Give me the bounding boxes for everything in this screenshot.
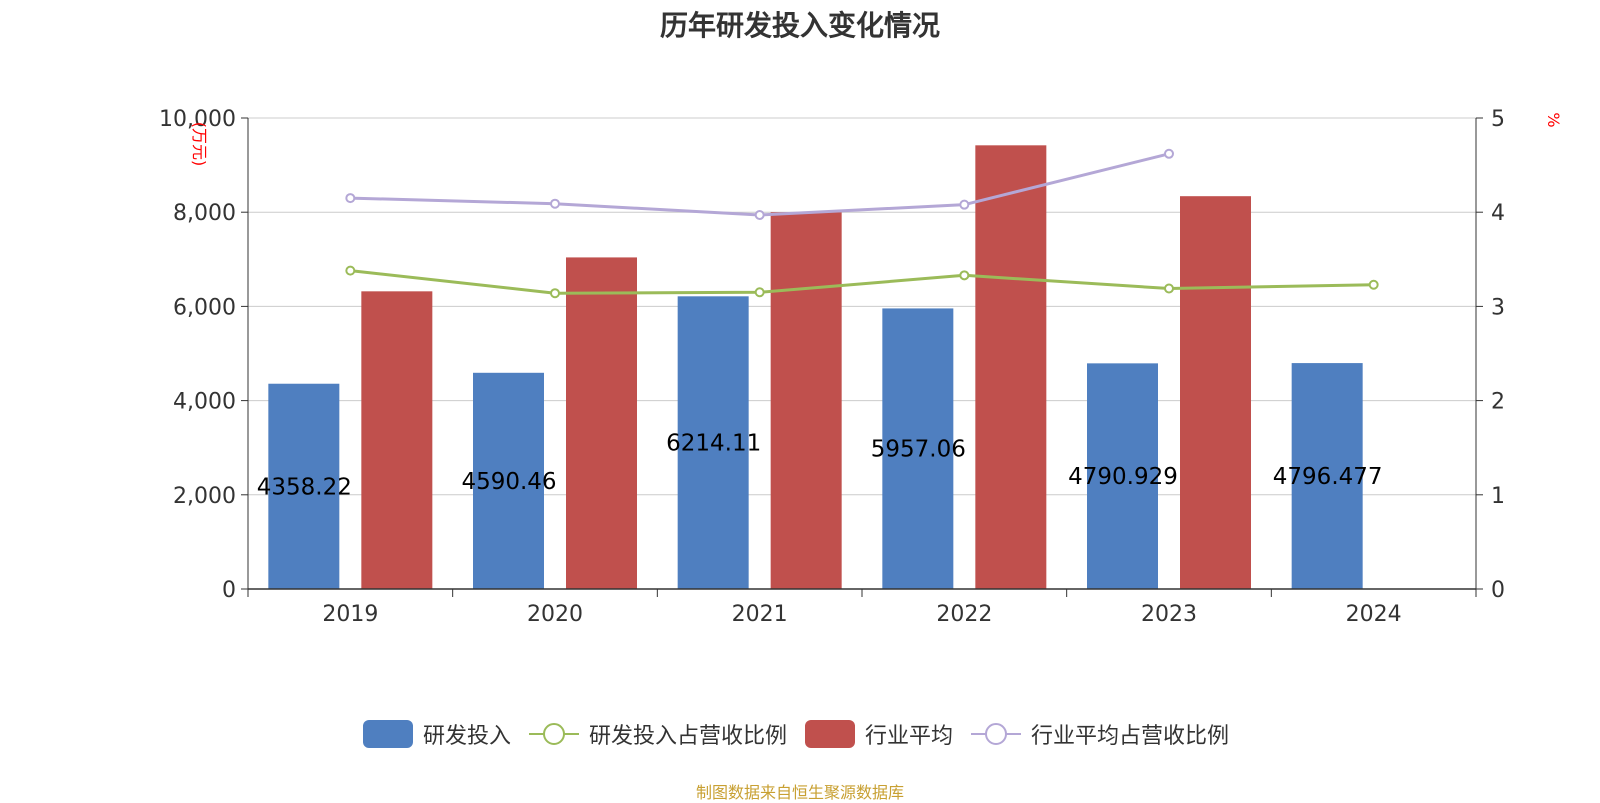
data-label-rd-2024: 4796.477 [1273, 464, 1383, 490]
point-rd-ratio-2024 [1368, 279, 1379, 290]
bar-industry-2022 [975, 145, 1047, 589]
grid-lines [248, 117, 1476, 496]
source-note: 制图数据来自恒生聚源数据库 [695, 783, 904, 802]
legend-label-industry: 行业平均 [865, 724, 954, 749]
point-industry-ratio-2021 [754, 210, 765, 221]
y-right-tick-label: 1 [1491, 484, 1505, 509]
y-left-tick-label: 6,000 [173, 295, 236, 320]
y-right-tick-label: 2 [1491, 390, 1505, 415]
point-industry-ratio-2022 [959, 199, 970, 210]
y-left-tick-label: 10,000 [159, 107, 236, 132]
x-tick-label: 2020 [527, 602, 583, 627]
chart-title: 历年研发投入变化情况 [659, 9, 940, 42]
data-label-rd-2023: 4790.929 [1068, 464, 1178, 490]
legend-swatch-rd [362, 720, 413, 748]
point-industry-ratio-2019 [345, 193, 356, 204]
point-rd-ratio-2020 [550, 288, 560, 299]
line-rd-ratio [350, 269, 1374, 295]
point-rd-ratio-2019 [345, 265, 356, 276]
data-label-rd-2019: 4358.22 [257, 474, 352, 500]
bar-rd-2022 [882, 308, 954, 589]
bar-rd-2021 [677, 296, 749, 589]
legend: 研发投入 研发投入占营收比例 行业平均 行业平均占营收比例 [0, 718, 1600, 750]
point-industry-ratio-2020 [550, 198, 560, 209]
bar-rd-2023 [1087, 363, 1158, 589]
bar-industry-2021 [770, 212, 842, 589]
point-rd-ratio-2022 [959, 270, 970, 281]
legend-swatch-industry-ratio [971, 720, 1022, 748]
legend-label-rd-ratio: 研发投入占营收比例 [588, 724, 787, 749]
bar-rd-2024 [1291, 363, 1363, 589]
data-label-rd-2021: 6214.11 [666, 431, 761, 457]
data-label-rd-2022: 5957.06 [871, 437, 966, 463]
bar-industry-2023 [1180, 196, 1251, 589]
point-industry-ratio-2023 [1164, 148, 1174, 159]
bar-series [268, 145, 1363, 589]
legend-label-rd: 研发投入 [422, 724, 511, 749]
y-left-tick-label: 4,000 [173, 390, 236, 415]
x-tick-label: 2022 [936, 602, 992, 627]
legend-item-rd[interactable]: 研发投入 [362, 718, 511, 750]
y-right-axis-label: % [1544, 112, 1563, 127]
data-labels: 4358.22 4590.46 6214.11 5957.06 4790.929 4796… [257, 431, 1383, 501]
y-left-tick-label: 2,000 [173, 484, 236, 509]
y-right-tick-label: 5 [1491, 107, 1505, 132]
y-left-tick-label: 8,000 [173, 201, 236, 226]
y-right-tick-label: 0 [1491, 578, 1505, 603]
x-tick-label: 2019 [322, 602, 378, 627]
y-left-tick-label: 0 [222, 578, 236, 603]
x-tick-label: 2024 [1346, 602, 1402, 627]
point-rd-ratio-2023 [1164, 283, 1174, 294]
x-tick-label: 2023 [1141, 602, 1197, 627]
bar-rd-2020 [473, 372, 544, 589]
data-label-rd-2020: 4590.46 [461, 469, 556, 495]
point-rd-ratio-2021 [754, 287, 765, 298]
x-tick-label: 2021 [732, 602, 788, 627]
bar-rd-2019 [268, 383, 340, 589]
legend-swatch-rd-ratio [528, 720, 579, 748]
legend-swatch-industry [805, 720, 855, 748]
y-right-tick-label: 4 [1491, 201, 1505, 226]
axes: 0 2,000 4,000 6,000 8,000 10,000 0 1 2 3 4 5 2019 202… [159, 107, 1563, 627]
y-right-tick-label: 3 [1491, 295, 1505, 320]
legend-label-industry-ratio: 行业平均占营收比例 [1031, 724, 1230, 749]
legend-item-rd-ratio[interactable]: 研发投入占营收比例 [528, 718, 787, 750]
legend-item-industry-ratio[interactable]: 行业平均占营收比例 [971, 718, 1229, 750]
bar-industry-2020 [566, 257, 637, 589]
line-series [345, 148, 1379, 299]
legend-item-industry[interactable]: 行业平均 [805, 718, 953, 750]
bar-industry-2019 [361, 291, 433, 589]
y-left-axis-label: (万元) [190, 122, 209, 167]
